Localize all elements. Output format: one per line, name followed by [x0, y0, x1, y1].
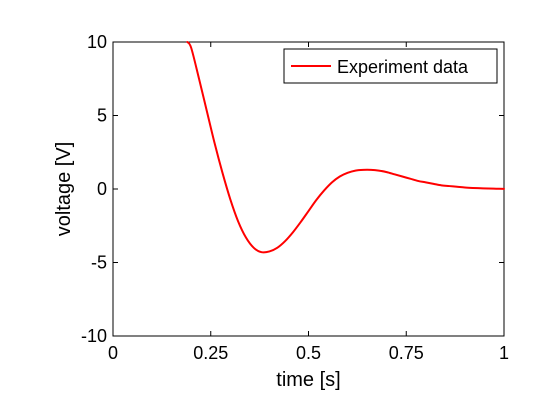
y-axis-label: voltage [V]: [53, 142, 75, 237]
series-line-experiment-data: [186, 41, 505, 254]
x-tick-label: 0.5: [296, 343, 321, 363]
y-tick-label: -10: [81, 326, 107, 346]
y-tick-label: 0: [97, 179, 107, 199]
x-tick-label: 0.75: [389, 343, 424, 363]
x-tick-label: 1: [499, 343, 509, 363]
legend-entry-experiment-data: Experiment data: [337, 57, 469, 77]
legend: Experiment data: [283, 48, 498, 84]
y-tick-label: 10: [87, 32, 107, 52]
plot-area: [112, 41, 505, 337]
y-tick-label: 5: [97, 106, 107, 126]
x-tick-label: 0.25: [193, 343, 228, 363]
x-axis-label: time [s]: [276, 369, 340, 391]
x-tick-label: 0: [108, 343, 118, 363]
y-tick-label: -5: [91, 253, 107, 273]
